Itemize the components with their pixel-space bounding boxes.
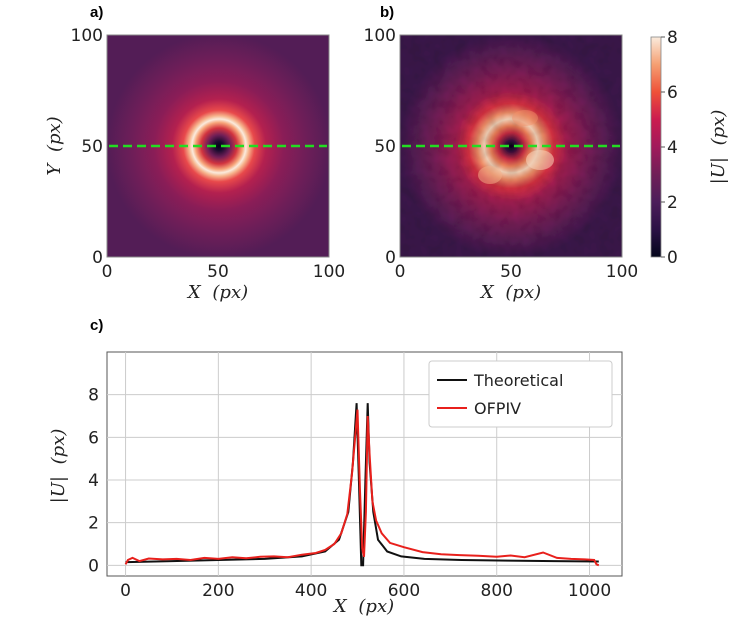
ytick-c-3: 6 [88,428,99,448]
colorbar-label: |U| (px) [708,110,729,185]
legend-box [428,360,613,428]
axes-b: 0 50 100 0 50 100 [364,26,639,282]
colorbar-label-unit: (px) [708,110,729,146]
xtick-b-1: 50 [500,262,522,282]
axes-a: 0 50 100 0 50 100 [71,26,346,282]
ytick-b-1: 50 [374,137,396,157]
heatmap-b-blob-1 [526,150,554,170]
ylabel-c: |U| (px) [48,429,69,504]
colorbar: 0 2 4 6 8 |U| (px) [650,28,729,268]
ytick-c-0: 0 [88,556,99,576]
line-chart-c: 0 200 400 600 800 1000 0 2 4 6 8 Theoretical OFPIV… [48,351,623,617]
heatmap-b: 0 50 100 0 50 100 X (px) [364,26,639,303]
ytick-a-2: 100 [71,26,103,46]
xtick-c-3: 600 [388,581,420,601]
series-theoretical [125,403,599,567]
series-c [124,403,600,567]
xlabel-c: X (px) [332,596,394,617]
xtick-a-0: 0 [102,262,113,282]
xlabel-b: X (px) [479,282,541,303]
xtick-b-2: 100 [606,262,638,282]
legend-label-ofpiv: OFPIV [474,399,521,418]
colorbar-tick-1: 2 [667,193,678,213]
xtick-c-5: 1000 [568,581,611,601]
xtick-a-2: 100 [313,262,345,282]
ytick-c-4: 8 [88,386,99,406]
ylabel-a: Y (px) [44,116,65,175]
xlabel-a: X (px) [186,282,248,303]
heatmap-b-blob-3 [512,110,538,126]
ytick-a-0: 0 [92,248,103,268]
ytick-b-2: 100 [364,26,396,46]
ytick-b-0: 0 [385,248,396,268]
heatmap-a: 0 50 100 0 50 100 X (px) Y (px) [44,26,345,303]
xtick-c-4: 800 [481,581,513,601]
colorbar-tick-3: 6 [667,83,678,103]
ytick-c-2: 4 [88,471,99,491]
ylabel-a-unit: (px) [44,116,65,152]
heatmap-a-frame [106,34,330,258]
colorbar-tick-0: 0 [667,248,678,268]
ticks-c: 0 200 400 600 800 1000 0 2 4 6 8 [88,386,611,601]
xtick-c-2: 400 [295,581,327,601]
heatmap-b-frame [399,34,623,258]
colorbar-tick-4: 8 [667,28,678,48]
legend: Theoretical OFPIV [428,360,613,428]
xlabel-a-unit: (px) [212,282,248,303]
panel-label-c: c) [90,317,103,334]
xtick-c-1: 200 [202,581,234,601]
series-ofpiv [124,409,600,567]
xtick-b-0: 0 [395,262,406,282]
xtick-a-1: 50 [207,262,229,282]
panel-label-b: b) [380,4,394,21]
ytick-a-1: 50 [81,137,103,157]
colorbar-tick-2: 4 [667,138,678,158]
colorbar-gradient-bar [650,36,662,258]
ytick-c-1: 2 [88,514,99,534]
colorbar-ticks: 0 2 4 6 8 [661,28,678,268]
xlabel-c-unit: (px) [358,596,394,617]
xtick-c-0: 0 [120,581,131,601]
xlabel-b-unit: (px) [505,282,541,303]
legend-label-theoretical: Theoretical [473,371,563,390]
panel-label-a: a) [90,4,103,21]
heatmap-b-blob-2 [478,166,502,184]
ylabel-c-unit: (px) [48,429,69,465]
